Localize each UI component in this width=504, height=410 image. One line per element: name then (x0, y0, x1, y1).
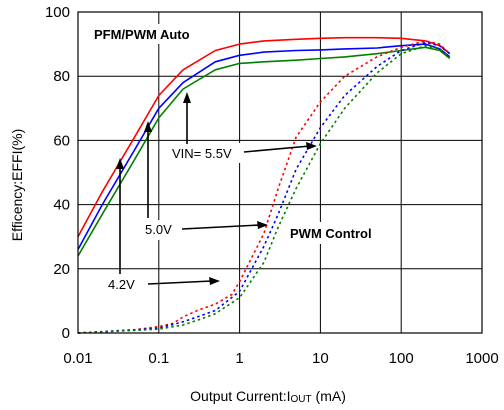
annotations: PFM/PWM Auto PWM Control VIN= 5.5V 5.0V … (88, 24, 394, 295)
x-tick-label: 0.01 (63, 350, 92, 367)
y-axis-title: Efficency:EFFI(%) (9, 129, 25, 242)
annotation-pfm-pwm-auto: PFM/PWM Auto (94, 27, 190, 42)
annotation-bg-50 (141, 220, 183, 240)
x-axis-title-main: Output Current:I (190, 388, 290, 404)
annotation-pwm-control: PWM Control (290, 226, 372, 241)
arrow-vertical-5-0v-head (144, 121, 152, 132)
tick-labels: 0.01 0.1 1 10 100 1000 0 20 40 60 80 100 (45, 4, 499, 367)
series-line-3-pwm (77, 40, 451, 334)
y-tick-label: 20 (53, 261, 70, 278)
y-tick-label: 60 (53, 132, 70, 149)
x-axis-title-unit: (mA) (312, 388, 346, 404)
arrow-vin-5-5v-head (306, 142, 317, 150)
x-axis-title: Output Current:IOUT (mA) (190, 388, 346, 405)
annotation-5-0v: 5.0V (145, 222, 172, 237)
annotation-4-2v: 4.2V (108, 277, 135, 292)
series-line-4-pwm (77, 41, 451, 334)
y-tick-label: 100 (45, 4, 70, 21)
x-tick-label: 1000 (465, 350, 498, 367)
arrow-5-0v-head (257, 221, 268, 229)
arrow-vertical-5-5v-head (183, 92, 191, 103)
annotation-bg-pfm (88, 24, 214, 44)
arrow-vertical-4-2v-head (116, 158, 124, 169)
arrow-4-2v-head (209, 277, 220, 285)
x-tick-label: 1 (235, 350, 243, 367)
series-line-1-auto (77, 43, 451, 250)
x-tick-label: 100 (389, 350, 414, 367)
y-tick-label: 40 (53, 197, 70, 214)
arrow-vin-5-5v-shaft (243, 145, 311, 153)
x-tick-label: 0.1 (148, 350, 169, 367)
annotation-bg-42 (105, 275, 147, 295)
y-tick-label: 80 (53, 68, 70, 85)
y-tick-label: 0 (62, 325, 70, 342)
annotation-bg-pwm (284, 222, 394, 244)
x-tick-label: 10 (312, 350, 329, 367)
series-line-5-pwm (77, 44, 451, 334)
series-line-2-auto (77, 46, 451, 257)
arrow-5-0v-shaft (181, 224, 261, 230)
annotation-vin-5-5v: VIN= 5.5V (172, 146, 232, 161)
annotation-bg-vin55 (168, 143, 244, 163)
x-axis-title-subscript: OUT (291, 394, 312, 405)
arrow-4-2v-shaft (147, 280, 213, 285)
series-line-0-auto (77, 36, 451, 238)
plot-frame (77, 11, 483, 334)
